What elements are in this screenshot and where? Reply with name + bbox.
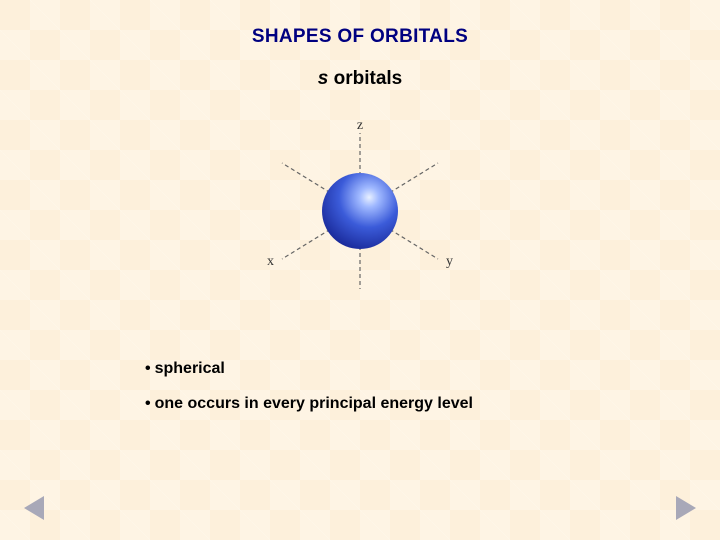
subtitle: s orbitals — [0, 68, 720, 90]
subtitle-rest: orbitals — [328, 68, 402, 89]
subtitle-italic: s — [318, 68, 329, 89]
orbital-svg: z x y — [250, 115, 470, 315]
bullet-1-text: spherical — [155, 360, 225, 377]
next-slide-button[interactable] — [676, 496, 696, 520]
axis-label-x: x — [267, 254, 274, 269]
bullet-2-text: one occurs in every principal energy lev… — [155, 395, 473, 412]
axis-label-y: y — [446, 254, 453, 269]
orbital-diagram: z x y — [250, 115, 470, 315]
slide: SHAPES OF ORBITALS s orbitals — [0, 0, 720, 540]
axis-label-z: z — [357, 118, 363, 133]
prev-slide-button[interactable] — [24, 496, 44, 520]
page-title: SHAPES OF ORBITALS — [0, 26, 720, 48]
bullet-2: •one occurs in every principal energy le… — [145, 395, 473, 413]
bullet-dot-icon: • — [145, 395, 151, 413]
bullet-1: •spherical — [145, 360, 225, 378]
s-orbital-sphere — [322, 173, 398, 249]
bullet-dot-icon: • — [145, 360, 151, 378]
